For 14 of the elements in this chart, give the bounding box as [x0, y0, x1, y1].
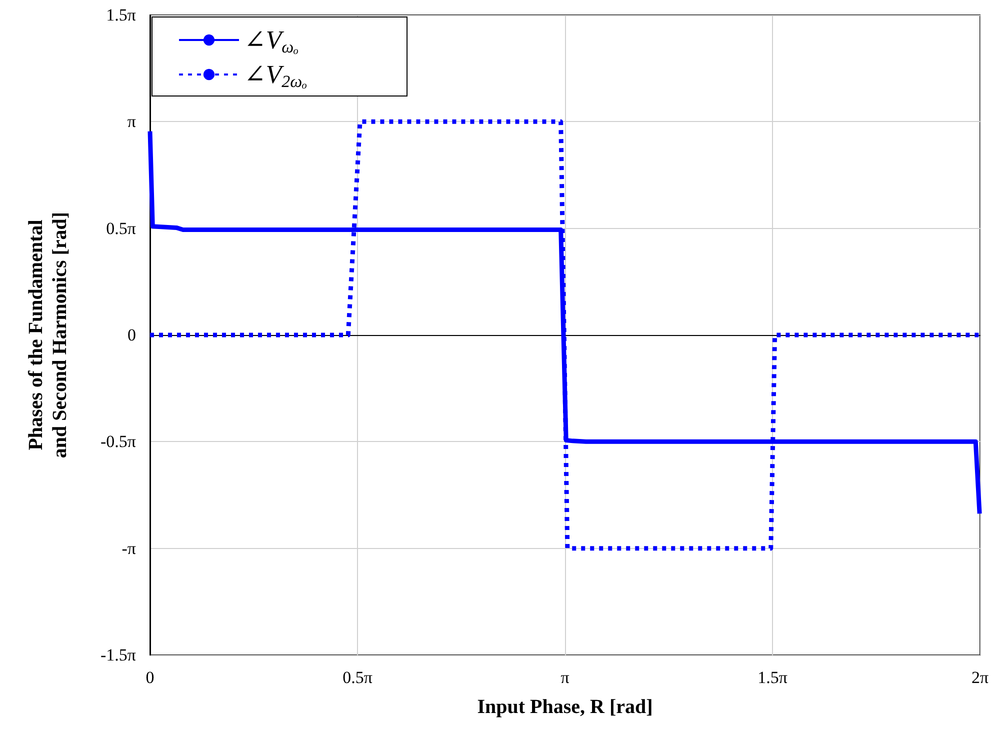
y-tick-label: 1.5π [106, 6, 136, 24]
x-tick-label: 0 [146, 668, 154, 687]
y-tick-label: -0.5π [100, 432, 136, 452]
y-tick-label: 0 [128, 326, 136, 344]
y-tick-label: π [127, 112, 136, 132]
x-tick-label: 1.5π [758, 668, 788, 687]
y-tick-label: -1.5π [100, 646, 136, 664]
x-tick-label: 2π [971, 668, 989, 687]
y-tick-label: 0.5π [106, 218, 136, 238]
x-axis-title: Input Phase, R [rad] [477, 696, 653, 718]
y-axis-title: Phases of the Fundamental and Second Harmonics [rad] [25, 212, 71, 458]
y-tick-label: -π [122, 538, 136, 558]
x-tick-label: π [560, 668, 570, 687]
x-tick-label: 0.5π [342, 668, 373, 687]
